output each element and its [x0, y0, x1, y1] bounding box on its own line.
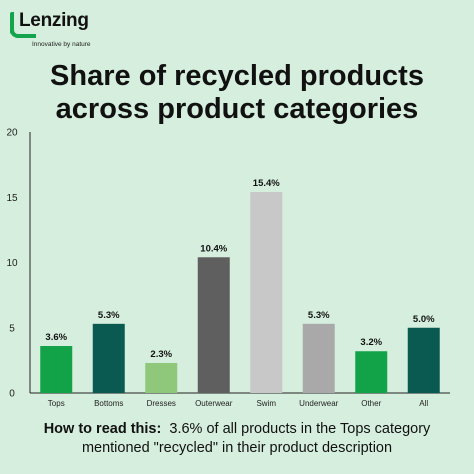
x-tick-label: All	[419, 399, 428, 408]
how-to-read-note: How to read this: 3.6% of all products i…	[0, 420, 474, 458]
lenzing-logo: Lenzing Innovative by nature	[10, 8, 120, 52]
x-tick-label: Outerwear	[195, 399, 233, 408]
logo-tagline: Innovative by nature	[32, 41, 91, 48]
data-label: 5.3%	[98, 310, 120, 321]
bar-dresses	[145, 362, 178, 393]
chart-title-line1: Share of recycled products	[50, 60, 424, 92]
bar-underwear	[302, 323, 335, 393]
bar-tops	[40, 346, 73, 393]
how-to-read-line1: How to read this: 3.6% of all products i…	[0, 420, 474, 439]
how-to-read-text: 3.6% of all products in the Tops categor…	[169, 421, 431, 437]
how-to-read-line2: mentioned "recycled" in their product de…	[81, 440, 393, 456]
y-tick-label: 20	[6, 128, 18, 139]
x-tick-label: Tops	[48, 399, 65, 408]
y-tick-label: 5	[9, 323, 15, 334]
how-to-read-lead: How to read this:	[43, 421, 162, 437]
x-tick-label: Dresses	[147, 399, 176, 408]
y-tick-label: 15	[6, 193, 18, 204]
bar-other	[355, 351, 388, 393]
x-tick-label: Underwear	[299, 399, 338, 408]
logo-curve	[10, 30, 36, 38]
data-label: 3.6%	[45, 332, 67, 343]
x-tick-label: Other	[361, 399, 381, 408]
bar-bottoms	[92, 323, 125, 393]
chart-title-line2: across product categories	[55, 93, 419, 125]
y-tick-label: 10	[6, 258, 18, 269]
data-label: 15.4%	[253, 178, 280, 189]
y-tick-label: 0	[9, 389, 15, 400]
bar-all	[407, 327, 440, 393]
data-label: 5.0%	[413, 314, 435, 325]
bar-outerwear	[197, 257, 230, 393]
logo-wordmark: Lenzing	[19, 10, 89, 31]
logo-mark	[10, 12, 14, 34]
data-label: 3.2%	[360, 337, 382, 348]
x-tick-label: Bottoms	[94, 399, 123, 408]
data-label: 5.3%	[308, 310, 330, 321]
chart-title: Share of recycled products across produc…	[0, 60, 474, 126]
data-label: 10.4%	[200, 243, 227, 254]
bar-swim	[250, 192, 283, 393]
data-label: 2.3%	[150, 349, 172, 360]
x-tick-label: Swim	[256, 399, 276, 408]
